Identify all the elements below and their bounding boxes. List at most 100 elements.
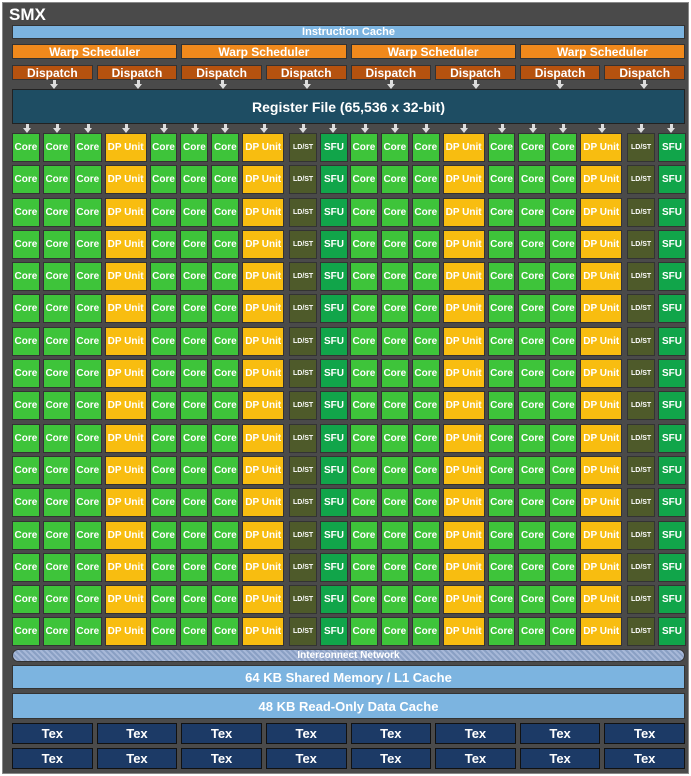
ldst-unit: LD/ST [289,359,318,389]
unit-row-half: Core Core Core DP Unit Core Core Core DP Unit LD… [350,423,686,453]
warp-scheduler: Warp Scheduler [181,44,347,59]
sfu-unit: SFU [658,552,686,582]
dp-unit: DP Unit [242,520,285,550]
sfu-unit: SFU [320,455,348,485]
dp-unit: DP Unit [104,359,147,389]
dp-unit: DP Unit [242,423,285,453]
sfu-unit: SFU [320,359,348,389]
core-unit: Core [350,294,378,324]
core-unit: Core [487,617,516,647]
core-unit: Core [42,455,71,485]
sfu-unit: SFU [320,585,348,615]
ldst-unit: LD/ST [627,423,656,453]
core-unit: Core [487,326,516,356]
arrow-down-icon [50,80,58,89]
dp-unit: DP Unit [242,294,285,324]
core-unit: Core [12,488,40,518]
sfu-unit: SFU [320,229,348,259]
dispatch-unit: Dispatch [181,65,262,80]
unit-row-half: Core Core Core DP Unit Core Core Core DP Unit LD… [350,552,686,582]
core-unit: Core [12,359,40,389]
sfu-unit: SFU [320,262,348,292]
core-unit: Core [149,391,178,421]
core-unit: Core [12,133,40,162]
sfu-unit: SFU [658,391,686,421]
texture-unit: Tex [435,748,516,769]
register-arrows [12,124,685,133]
core-unit: Core [411,359,440,389]
dp-unit: DP Unit [242,617,285,647]
core-unit: Core [73,585,102,615]
texture-unit: Tex [265,748,347,769]
texture-unit: Tex [350,723,432,744]
dp-unit: DP Unit [242,391,285,421]
core-unit: Core [42,294,71,324]
core-unit: Core [549,133,578,162]
arrow-down-icon [134,80,143,89]
core-unit: Core [549,423,578,453]
core-unit: Core [73,165,102,195]
arrow-down-icon [84,124,92,133]
core-unit: Core [180,423,209,453]
core-unit: Core [518,617,547,647]
dispatch-unit: Dispatch [350,65,432,80]
core-unit: Core [42,197,71,227]
core-unit: Core [149,229,178,259]
shared-memory-l1: 64 KB Shared Memory / L1 Cache [12,665,685,689]
core-unit: Core [180,552,209,582]
texture-unit: Tex [12,723,93,744]
dp-unit: DP Unit [442,326,485,356]
core-unit: Core [42,617,71,647]
texture-unit: Tex [265,723,347,744]
sfu-unit: SFU [320,488,348,518]
unit-row-half: Core Core Core DP Unit Core Core Core DP Unit LD… [12,585,348,615]
ldst-unit: LD/ST [289,488,318,518]
core-unit: Core [380,262,409,292]
core-unit: Core [487,455,516,485]
core-unit: Core [350,585,378,615]
core-unit: Core [211,359,240,389]
core-unit: Core [487,262,516,292]
dp-unit: DP Unit [242,488,285,518]
unit-row: Core Core Core DP Unit Core Core Core DP Unit LD… [12,552,686,582]
core-unit: Core [149,262,178,292]
core-unit: Core [411,488,440,518]
core-unit: Core [549,262,578,292]
dp-unit: DP Unit [104,391,147,421]
core-unit: Core [549,326,578,356]
dp-unit: DP Unit [580,197,623,227]
core-unit: Core [42,391,71,421]
dp-unit: DP Unit [580,423,623,453]
dp-unit: DP Unit [580,165,623,195]
core-unit: Core [211,326,240,356]
core-unit: Core [411,197,440,227]
core-unit: Core [380,294,409,324]
unit-row: Core Core Core DP Unit Core Core Core DP Unit LD… [12,294,686,324]
core-unit: Core [180,197,209,227]
unit-row: Core Core Core DP Unit Core Core Core DP Unit LD… [12,520,686,550]
arrow-down-icon [559,124,567,133]
texture-unit: Tex [435,723,516,744]
ldst-unit: LD/ST [289,197,318,227]
core-unit: Core [180,262,209,292]
core-unit: Core [549,294,578,324]
ldst-unit: LD/ST [289,455,318,485]
sfu-unit: SFU [320,520,348,550]
core-unit: Core [380,326,409,356]
dispatch-unit: Dispatch [435,65,516,80]
core-unit: Core [487,133,516,162]
ldst-unit: LD/ST [289,552,318,582]
arrow-down-icon [637,124,645,133]
arrow-down-icon [667,124,675,133]
unit-row-half: Core Core Core DP Unit Core Core Core DP Unit LD… [12,294,348,324]
core-unit: Core [149,455,178,485]
core-unit: Core [411,229,440,259]
dp-unit: DP Unit [442,197,485,227]
dp-unit: DP Unit [104,585,147,615]
sfu-unit: SFU [320,326,348,356]
unit-row: Core Core Core DP Unit Core Core Core DP Unit LD… [12,585,686,615]
core-unit: Core [487,520,516,550]
unit-row: Core Core Core DP Unit Core Core Core DP Unit LD… [12,488,686,518]
core-unit: Core [380,617,409,647]
core-unit: Core [487,165,516,195]
